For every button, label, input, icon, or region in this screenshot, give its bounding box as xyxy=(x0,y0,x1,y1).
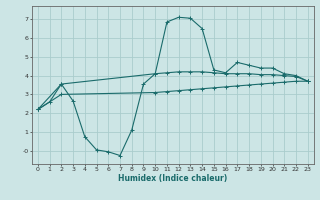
X-axis label: Humidex (Indice chaleur): Humidex (Indice chaleur) xyxy=(118,174,228,183)
